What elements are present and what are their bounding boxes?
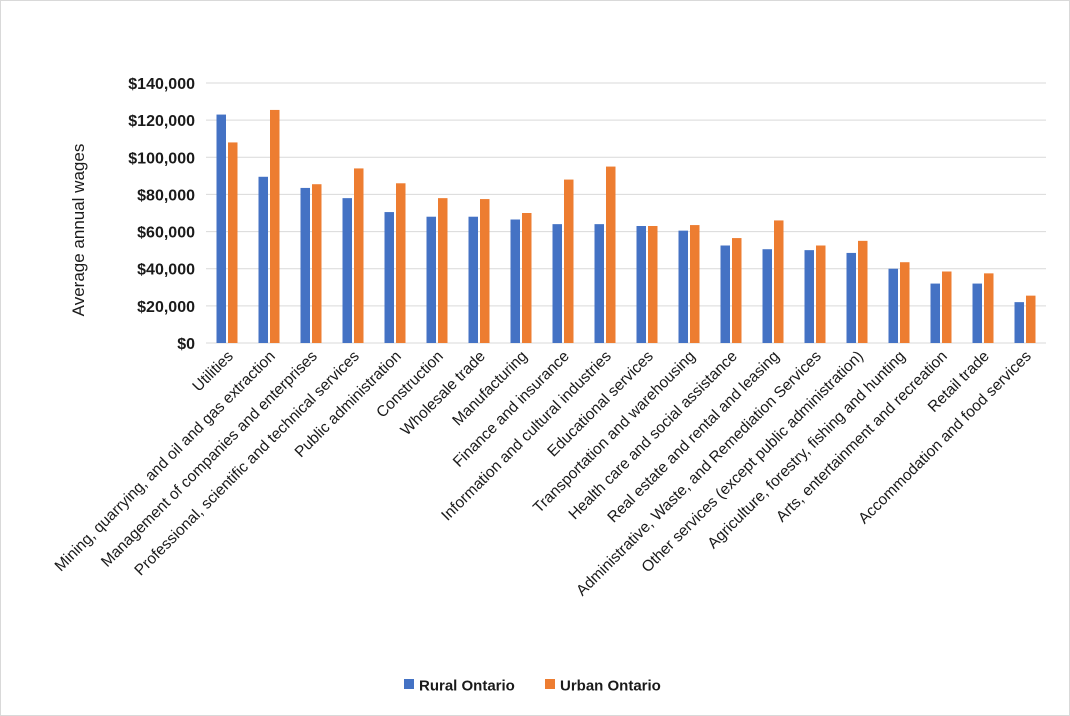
bar-rural	[552, 224, 562, 343]
bar-urban	[732, 238, 742, 343]
bar-urban	[1026, 295, 1036, 343]
bar-rural	[972, 283, 982, 343]
legend-swatch	[545, 679, 555, 689]
y-tick-label: $60,000	[137, 225, 195, 242]
bar-rural	[510, 219, 520, 343]
bar-rural	[426, 216, 436, 343]
y-axis-ticks: $0 $20,000 $40,000 $60,000 $80,000 $100,000 $1…	[128, 76, 195, 353]
legend: Rural Ontario Urban Ontario	[404, 678, 661, 695]
gridlines	[206, 82, 1046, 344]
bar-urban	[858, 240, 868, 343]
y-tick-label: $120,000	[128, 113, 195, 130]
y-tick-label: $100,000	[128, 150, 195, 167]
bar-rural	[1014, 302, 1024, 343]
bar-urban	[984, 273, 994, 343]
bar-rural	[468, 216, 478, 343]
y-axis-label: Average annual wages	[69, 144, 88, 317]
bar-urban	[228, 142, 238, 343]
x-category-label: Manufacturing	[449, 348, 530, 429]
bar-rural	[342, 198, 352, 343]
bar-urban	[312, 184, 322, 343]
bar-rural	[216, 114, 226, 343]
legend-label: Urban Ontario	[560, 678, 661, 695]
bar-urban	[354, 168, 364, 343]
bar-urban	[606, 166, 616, 343]
bar-urban	[648, 226, 658, 343]
bar-rural	[300, 187, 310, 343]
bar-urban	[900, 262, 910, 343]
bar-rural	[678, 230, 688, 343]
bar-urban	[690, 225, 700, 343]
bar-urban	[774, 220, 784, 343]
bar-urban	[270, 109, 280, 343]
bar-urban	[816, 245, 826, 343]
legend-label: Rural Ontario	[419, 678, 515, 695]
bar-rural	[930, 283, 940, 343]
bar-rural	[258, 176, 268, 343]
y-tick-label: $0	[177, 336, 195, 353]
y-tick-label: $40,000	[137, 262, 195, 279]
bar-urban	[438, 198, 448, 343]
bar-rural	[762, 249, 772, 343]
bar-rural	[846, 252, 856, 343]
y-tick-label: $20,000	[137, 299, 195, 316]
legend-swatch	[404, 679, 414, 689]
y-tick-label: $80,000	[137, 187, 195, 204]
bar-rural	[804, 250, 814, 343]
bar-rural	[384, 212, 394, 343]
bar-urban	[564, 179, 574, 343]
bar-rural	[594, 224, 604, 343]
bar-urban	[942, 271, 952, 343]
x-category-label: Agriculture, forestry, fishing and hunti…	[704, 348, 908, 552]
bar-rural	[636, 226, 646, 343]
bar-urban	[522, 213, 532, 343]
bar-urban	[480, 199, 490, 343]
y-tick-label: $140,000	[128, 76, 195, 93]
bar-rural	[720, 245, 730, 343]
bar-rural	[888, 268, 898, 343]
bars	[216, 109, 1036, 343]
bar-urban	[396, 183, 406, 343]
